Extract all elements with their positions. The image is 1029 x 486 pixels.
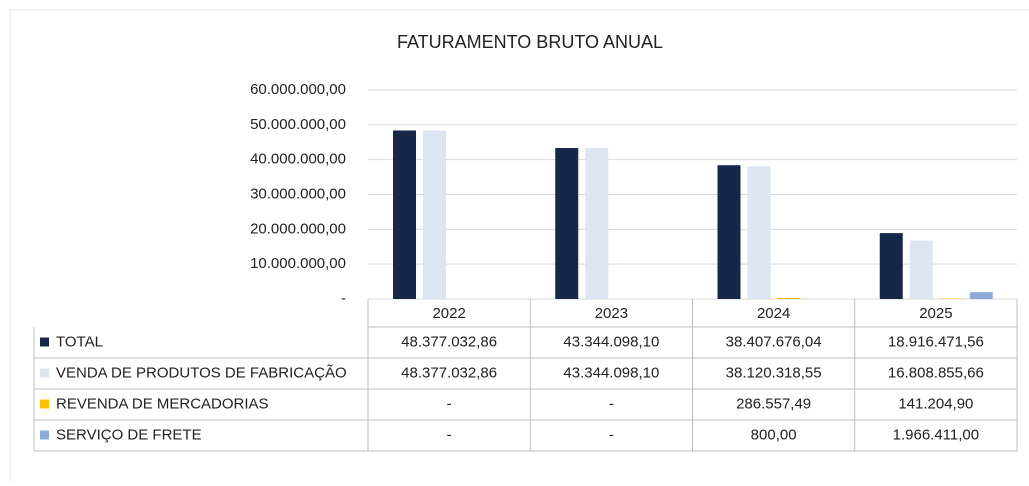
legend-label: REVENDA DE MERCADORIAS [56, 395, 269, 412]
bar [423, 130, 446, 299]
y-tick-label: 60.000.000,00 [250, 81, 346, 98]
bar [910, 240, 933, 299]
bar [970, 292, 993, 299]
table-value: 48.377.032,86 [401, 364, 497, 381]
table-value: 800,00 [751, 426, 797, 443]
y-tick-label: 10.000.000,00 [250, 255, 346, 272]
legend-swatch [40, 400, 49, 409]
legend-label: VENDA DE PRODUTOS DE FABRICAÇÃO [56, 364, 347, 381]
chart-title: FATURAMENTO BRUTO ANUAL [397, 32, 663, 52]
legend-swatch [40, 431, 49, 440]
bar [555, 148, 578, 299]
bar [718, 165, 741, 299]
y-tick-label: 20.000.000,00 [250, 220, 346, 237]
x-tick-label: 2022 [432, 305, 465, 322]
table-value: - [609, 395, 614, 412]
table-value: 286.557,49 [736, 395, 811, 412]
y-tick-label: 40.000.000,00 [250, 151, 346, 168]
table-value: 38.407.676,04 [726, 333, 822, 350]
table-value: 18.916.471,56 [888, 333, 984, 350]
table-value: - [447, 395, 452, 412]
bar [748, 166, 771, 299]
bar [880, 233, 903, 299]
y-tick-label: 50.000.000,00 [250, 116, 346, 133]
y-tick-label: - [341, 290, 346, 307]
legend-label: TOTAL [56, 333, 103, 350]
bar [585, 148, 608, 299]
x-tick-label: 2025 [919, 305, 952, 322]
x-tick-label: 2023 [595, 305, 628, 322]
table-value: - [447, 426, 452, 443]
legend-swatch [40, 369, 49, 378]
table-value: 38.120.318,55 [726, 364, 822, 381]
table-value: 1.966.411,00 [893, 426, 979, 443]
table-value: 43.344.098,10 [563, 364, 659, 381]
table-value: 43.344.098,10 [563, 333, 659, 350]
legend-swatch [40, 338, 49, 347]
bar [778, 298, 801, 299]
table-value: 48.377.032,86 [401, 333, 497, 350]
legend-label: SERVIÇO DE FRETE [56, 426, 202, 443]
x-tick-label: 2024 [757, 305, 790, 322]
table-value: 16.808.855,66 [888, 364, 984, 381]
bar [393, 130, 416, 299]
table-value: - [609, 426, 614, 443]
y-tick-label: 30.000.000,00 [250, 185, 346, 202]
table-value: 141.204,90 [898, 395, 973, 412]
